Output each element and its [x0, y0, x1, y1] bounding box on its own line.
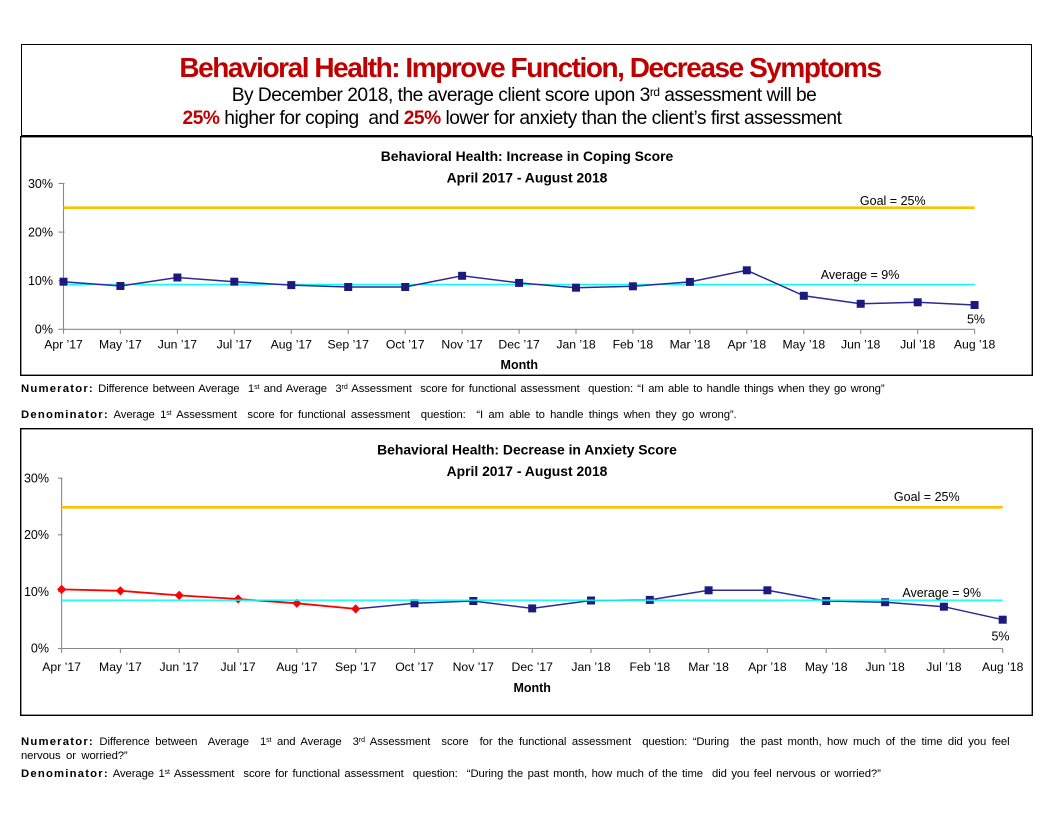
svg-text:Behavioral Health: Increase in: Behavioral Health: Increase in Coping Sc…: [381, 148, 674, 164]
svg-text:Dec ’17: Dec ’17: [512, 660, 554, 674]
svg-text:Jan ’18: Jan ’18: [556, 338, 596, 352]
svg-text:Dec ’17: Dec ’17: [498, 338, 540, 352]
svg-text:Aug ’17: Aug ’17: [271, 338, 313, 352]
svg-text:5%: 5%: [967, 312, 985, 326]
svg-text:30%: 30%: [28, 177, 53, 191]
svg-text:Mar ’18: Mar ’18: [670, 338, 711, 352]
svg-text:Goal = 25%: Goal = 25%: [860, 194, 926, 208]
svg-text:0%: 0%: [31, 641, 49, 655]
svg-text:Jun ’17: Jun ’17: [158, 338, 198, 352]
svg-text:May ’17: May ’17: [99, 660, 142, 674]
svg-text:10%: 10%: [28, 274, 53, 288]
svg-text:Aug ’18: Aug ’18: [954, 338, 996, 352]
svg-text:April 2017 - August 2018: April 2017 - August 2018: [447, 463, 608, 479]
svg-text:Aug ’17: Aug ’17: [276, 660, 318, 674]
svg-text:Oct ’17: Oct ’17: [395, 660, 434, 674]
svg-text:Sep ’17: Sep ’17: [328, 338, 370, 352]
svg-text:Apr ’18: Apr ’18: [748, 660, 787, 674]
svg-text:Apr ’18: Apr ’18: [727, 338, 766, 352]
svg-text:May ’18: May ’18: [805, 660, 848, 674]
svg-text:Aug ’18: Aug ’18: [982, 660, 1024, 674]
svg-text:Feb ’18: Feb ’18: [629, 660, 670, 674]
svg-text:20%: 20%: [28, 226, 53, 240]
svg-text:Feb ’18: Feb ’18: [613, 338, 654, 352]
svg-text:5%: 5%: [991, 630, 1009, 644]
svg-text:May ’17: May ’17: [99, 338, 142, 352]
svg-text:30%: 30%: [24, 472, 49, 486]
svg-text:Month: Month: [501, 358, 538, 372]
svg-text:Apr ’17: Apr ’17: [44, 338, 83, 352]
svg-text:Jun ’18: Jun ’18: [841, 338, 881, 352]
svg-text:Month: Month: [513, 681, 550, 695]
svg-text:Average = 9%: Average = 9%: [902, 586, 981, 600]
svg-text:Apr ’17: Apr ’17: [42, 660, 81, 674]
svg-text:Oct ’17: Oct ’17: [386, 338, 425, 352]
svg-text:Jul ’18: Jul ’18: [900, 338, 935, 352]
svg-text:Sep ’17: Sep ’17: [335, 660, 377, 674]
svg-text:Behavioral Health: Decrease in: Behavioral Health: Decrease in Anxiety S…: [377, 442, 677, 458]
svg-text:10%: 10%: [24, 585, 49, 599]
svg-text:Jul ’17: Jul ’17: [217, 338, 252, 352]
svg-text:May ’18: May ’18: [782, 338, 825, 352]
svg-text:Jul ’17: Jul ’17: [220, 660, 255, 674]
svg-text:Jan ’18: Jan ’18: [571, 660, 611, 674]
svg-text:Goal = 25%: Goal = 25%: [894, 490, 960, 504]
svg-text:Nov ’17: Nov ’17: [441, 338, 483, 352]
svg-text:Jun ’18: Jun ’18: [865, 660, 905, 674]
svg-text:April 2017 - August 2018: April 2017 - August 2018: [447, 170, 608, 186]
svg-text:Jul ’18: Jul ’18: [926, 660, 961, 674]
svg-text:0%: 0%: [35, 323, 53, 337]
svg-text:Average = 9%: Average = 9%: [821, 268, 900, 282]
svg-text:Mar ’18: Mar ’18: [688, 660, 729, 674]
svg-text:20%: 20%: [24, 528, 49, 542]
svg-text:Jun ’17: Jun ’17: [160, 660, 200, 674]
svg-text:Nov ’17: Nov ’17: [453, 660, 495, 674]
